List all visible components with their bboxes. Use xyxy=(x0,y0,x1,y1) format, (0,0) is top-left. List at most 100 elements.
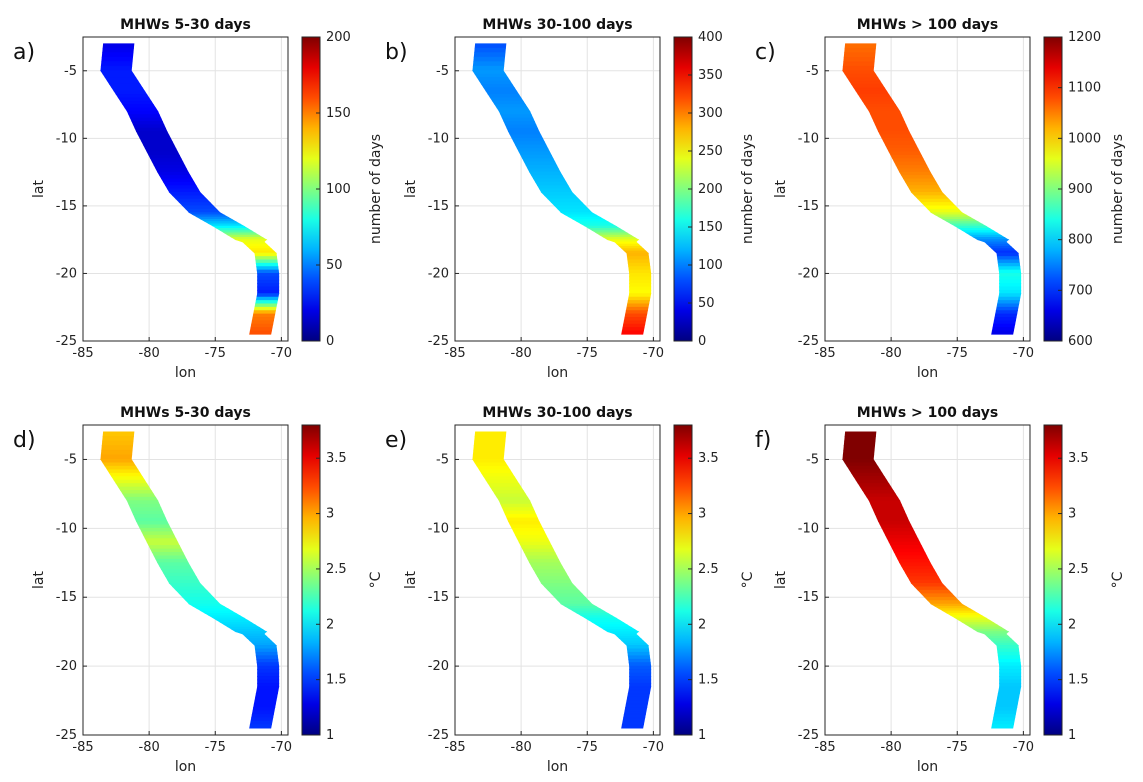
data-cell xyxy=(483,476,518,481)
data-cell xyxy=(483,87,518,92)
panel-c: -85 -80 -75 -70 -5 -10 -15 -20 -25 lon lat MHWs > 1… xyxy=(755,17,1126,381)
panel-letter: f) xyxy=(755,428,771,453)
x-tick-label: -85 xyxy=(72,346,93,361)
data-cell xyxy=(489,486,524,491)
colorbar-label: °C xyxy=(368,571,384,588)
data-cell xyxy=(513,531,547,536)
data-cell xyxy=(843,56,876,63)
colorbar-label: number of days xyxy=(740,134,756,244)
data-cell xyxy=(621,327,645,332)
data-cell xyxy=(478,469,513,474)
data-cell xyxy=(254,256,278,261)
data-cell xyxy=(250,717,274,722)
data-cell xyxy=(629,665,652,670)
data-cell xyxy=(111,87,146,92)
data-cell xyxy=(181,596,218,602)
data-cell xyxy=(104,77,139,82)
data-cell xyxy=(991,724,1014,729)
panel-letter: e) xyxy=(385,428,407,453)
data-cell xyxy=(553,205,590,210)
x-tick-label: -80 xyxy=(139,740,160,755)
data-cell xyxy=(485,479,520,484)
y-tick-label: -10 xyxy=(798,131,819,146)
data-cell xyxy=(997,693,1020,698)
data-cell xyxy=(251,320,274,325)
data-cell xyxy=(536,185,571,190)
colorbar xyxy=(301,424,321,736)
x-tick-label: -70 xyxy=(643,346,664,361)
data-cell xyxy=(910,583,947,588)
data-cell xyxy=(255,689,279,695)
x-tick-label: -80 xyxy=(511,346,532,361)
data-cell xyxy=(886,538,921,543)
data-cell xyxy=(623,713,646,719)
y-axis-label: lat xyxy=(773,571,789,589)
data-cell xyxy=(518,541,552,546)
x-tick-label: -70 xyxy=(643,740,664,755)
data-cell xyxy=(256,266,279,271)
data-cell xyxy=(496,107,531,112)
data-cell xyxy=(124,496,159,502)
data-cell xyxy=(844,431,877,437)
data-cell xyxy=(850,83,886,89)
data-cell xyxy=(895,164,930,170)
data-cell xyxy=(844,436,876,442)
colorbar-tick-label: 1.5 xyxy=(326,673,347,688)
data-cell xyxy=(178,593,215,598)
data-cell xyxy=(913,195,950,200)
data-cell xyxy=(159,565,193,571)
data-cell xyxy=(476,465,511,471)
data-cell xyxy=(881,527,915,533)
data-cell xyxy=(627,300,650,305)
panel-a: -85 -80 -75 -70 -5 -10 -15 -20 -25 lon lat MHWs 5-3… xyxy=(13,17,384,381)
y-axis-label: lat xyxy=(773,180,789,198)
y-tick-label: -5 xyxy=(806,64,819,79)
data-cell xyxy=(874,514,909,519)
data-cell xyxy=(628,662,652,667)
data-cell xyxy=(522,158,556,163)
data-cell xyxy=(538,579,573,584)
data-cell xyxy=(134,517,168,522)
data-cell xyxy=(132,514,167,519)
data-cell xyxy=(185,600,221,605)
data-cell xyxy=(625,310,648,315)
x-axis-label: lon xyxy=(917,759,938,775)
data-cell xyxy=(532,178,567,183)
data-cell xyxy=(892,158,926,163)
data-cell xyxy=(106,469,141,474)
data-cell xyxy=(254,696,278,701)
x-tick-label: -85 xyxy=(444,740,465,755)
data-cell xyxy=(478,80,513,85)
data-cell xyxy=(876,517,910,522)
colorbar-tick-label: 50 xyxy=(326,258,343,273)
data-cell xyxy=(629,276,652,281)
data-cell xyxy=(890,154,924,160)
data-cell xyxy=(491,100,527,105)
data-cell xyxy=(842,449,875,456)
data-cell xyxy=(101,445,134,451)
y-tick-label: -10 xyxy=(56,131,77,146)
data-cell xyxy=(627,655,651,660)
data-cell xyxy=(536,576,571,581)
data-cell xyxy=(104,465,139,471)
data-cell xyxy=(151,552,186,557)
data-cell xyxy=(141,141,175,146)
data-cell xyxy=(995,703,1018,708)
data-cell xyxy=(923,596,960,602)
data-cell xyxy=(842,70,877,75)
data-cell xyxy=(999,665,1022,670)
colorbar-tick-label: 0 xyxy=(326,334,334,349)
data-cell xyxy=(557,208,593,214)
y-tick-label: -10 xyxy=(428,521,449,536)
data-cell xyxy=(627,259,650,264)
data-cell xyxy=(150,548,184,553)
data-cell xyxy=(253,700,277,705)
colorbar-tick-label: 150 xyxy=(326,106,351,121)
data-cell xyxy=(249,327,273,332)
panel-title: MHWs 30-100 days xyxy=(482,17,632,33)
data-cell xyxy=(257,286,280,291)
data-cell xyxy=(927,600,963,605)
data-cell xyxy=(850,472,886,478)
data-cell xyxy=(171,586,208,591)
data-cell xyxy=(175,198,211,203)
